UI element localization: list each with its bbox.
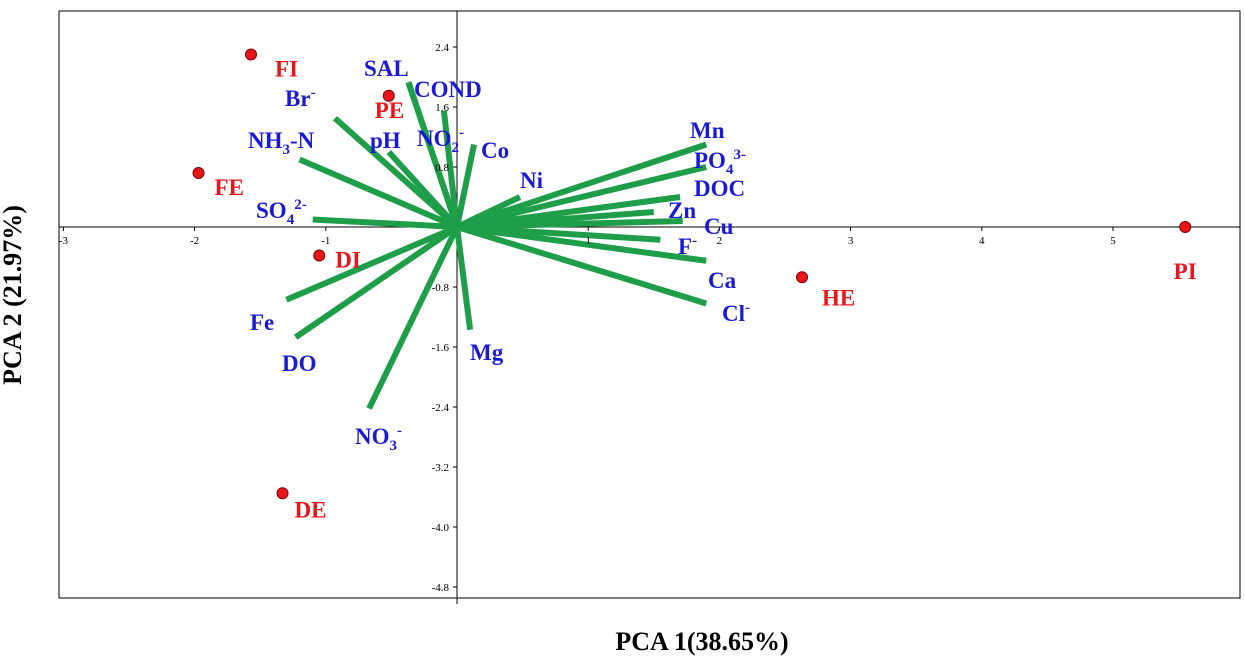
x-tick-label: 4 (979, 235, 985, 247)
loading-vector-po4 (456, 164, 707, 230)
variable-label-br: Br- (285, 85, 316, 111)
site-label-fi: FI (275, 57, 298, 82)
loading-vector-ca (456, 224, 707, 264)
y-tick-label: -2.4 (432, 402, 450, 414)
loading-vector-cond (405, 81, 460, 228)
y-tick-label: -3.2 (432, 462, 449, 474)
x-tick-label: 2 (717, 235, 723, 247)
loading-vector-mg (454, 226, 474, 331)
variable-label-mn: Mn (690, 118, 725, 143)
site-point-de (276, 487, 289, 500)
loading-vector-mn (456, 141, 708, 230)
loading-vector-nh3n (298, 156, 459, 230)
loading-vector-so4 (312, 216, 458, 230)
variable-label-nh3n: NH3-N (248, 128, 315, 158)
variable-label-no3: NO3- (355, 423, 402, 454)
x-tick-label: 3 (848, 235, 854, 247)
variable-label-zn: Zn (668, 198, 696, 223)
variable-label-cu: Cu (704, 214, 734, 239)
site-label-pe: PE (375, 98, 404, 123)
variable-label-cond: COND (414, 77, 482, 102)
variable-label-fe: Fe (250, 310, 274, 335)
x-tick-label: -1 (321, 235, 330, 247)
loading-vector-no2 (440, 110, 460, 228)
y-tick-label: 1.6 (435, 102, 449, 114)
site-point-he (796, 271, 809, 284)
variable-label-mg: Mg (470, 340, 504, 365)
variable-label-f: F- (678, 233, 697, 259)
site-label-pi: PI (1174, 259, 1197, 284)
variable-label-ca: Ca (708, 268, 737, 293)
x-tick-label: -2 (190, 235, 199, 247)
x-axis-title: PCA 1(38.65%) (615, 627, 788, 656)
loading-vector-fe (285, 224, 459, 303)
x-tick-label: -3 (59, 235, 69, 247)
variable-label-cl: Cl- (722, 300, 750, 326)
loading-vector-no3 (366, 225, 460, 410)
variable-label-ni: Ni (520, 168, 544, 193)
loading-vector-co (454, 143, 477, 228)
variable-label-co: Co (481, 138, 509, 163)
site-point-di (313, 249, 326, 262)
site-points: FI PE FE DI DE HE PI (192, 48, 1197, 522)
variable-label-so4: SO42- (256, 197, 307, 228)
site-label-di: DI (335, 248, 361, 273)
site-point-fe (192, 167, 205, 179)
y-tick-label: -4.8 (432, 582, 450, 594)
y-tick-label: -1.6 (432, 342, 450, 354)
site-point-fi (245, 48, 258, 61)
y-tick-label: -4.0 (432, 522, 450, 534)
variable-label-ph: pH (370, 128, 401, 153)
y-tick-label: -0.8 (432, 282, 450, 294)
variable-label-no2: NO2- (417, 125, 464, 156)
variable-label-sal: SAL (364, 56, 409, 81)
y-tick-label: 0.8 (435, 162, 449, 174)
tick-labels: -3 -2 -1 1 2 3 4 5 2.4 1.6 0.8 -0.8 -1.6 -2.4 -3.2 -4.0… (59, 42, 1116, 594)
loading-vectors (285, 81, 708, 410)
plot-frame (58, 10, 1241, 599)
loading-vector-cl (456, 224, 708, 307)
x-tick-label: 1 (585, 235, 591, 247)
y-axis-title: PCA 2 (21.97%) (0, 205, 27, 385)
axes (59, 11, 1240, 604)
loading-vector-do (293, 224, 459, 340)
site-label-he: HE (822, 285, 855, 310)
x-tick-label: 5 (1110, 235, 1116, 247)
site-label-fe: FE (215, 175, 244, 200)
loading-vector-ph (386, 149, 460, 230)
y-tick-label: 2.4 (435, 42, 449, 54)
variable-label-doc: DOC (694, 176, 745, 201)
loading-vector-cu (456, 218, 683, 230)
site-label-de: DE (295, 497, 327, 522)
site-point-pi (1179, 221, 1192, 233)
variable-label-do: DO (282, 351, 317, 376)
site-point-pe (382, 89, 395, 102)
variable-label-po4: PO43- (694, 147, 746, 178)
